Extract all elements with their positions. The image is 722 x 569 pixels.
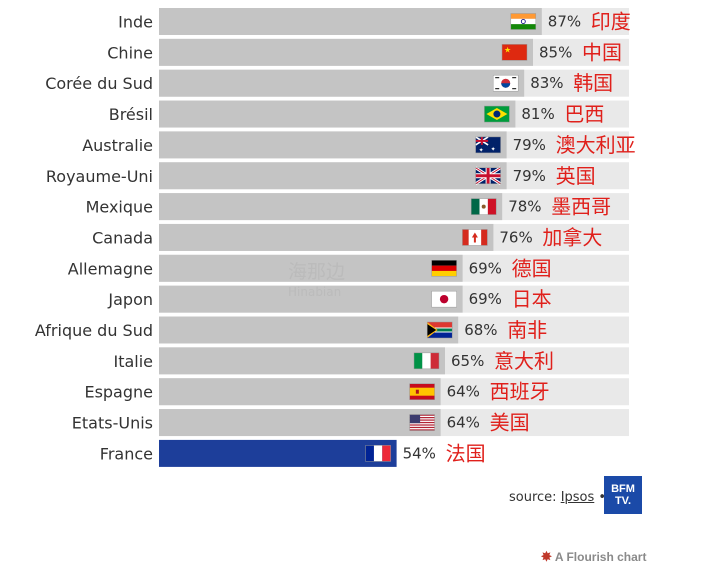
annotation-zh: 意大利 — [494, 349, 554, 373]
watermark-zh: 海那边 — [288, 261, 346, 283]
category-label: Etats-Unis — [72, 414, 153, 433]
usa-flag-icon — [409, 414, 435, 431]
china-flag-icon: ★ — [501, 44, 528, 61]
brazil-flag-icon — [484, 105, 510, 123]
annotation-zh: 中国 — [582, 40, 622, 64]
category-label: Royaume-Uni — [46, 167, 153, 186]
category-label: Italie — [113, 352, 153, 371]
annotation-zh: 韩国 — [573, 71, 613, 95]
bar-allemagne[interactable] — [159, 254, 463, 282]
bar-br-sil[interactable] — [159, 100, 516, 128]
annotation-zh: 加拿大 — [542, 225, 602, 249]
value-label: 69% — [469, 259, 502, 277]
watermark-en: Hinabian — [288, 285, 342, 299]
value-label: 83% — [530, 74, 563, 92]
flourish-icon: ✸ — [541, 549, 552, 564]
annotation-zh: 南非 — [507, 318, 547, 342]
bar-etats-unis[interactable] — [159, 409, 441, 437]
watermark: 海那边 Hinabian — [288, 262, 345, 302]
logo-line-1: BFM — [611, 483, 635, 495]
australia-flag-icon: ✦✦ — [475, 136, 501, 154]
category-label: Japon — [107, 290, 153, 309]
bar-royaume-uni[interactable] — [159, 162, 507, 190]
value-label: 79% — [513, 136, 546, 154]
value-label: 69% — [469, 290, 502, 308]
category-label: Chine — [107, 43, 153, 62]
bar-inde[interactable] — [159, 8, 542, 35]
svg-text:✦: ✦ — [479, 147, 484, 154]
category-label: Espagne — [84, 383, 153, 402]
japan-flag-icon — [431, 290, 457, 308]
category-label: Brésil — [109, 105, 153, 124]
bar-espagne[interactable] — [159, 378, 441, 406]
svg-text:✦: ✦ — [491, 146, 496, 153]
annotation-zh: 西班牙 — [490, 380, 550, 404]
uk-flag-icon — [474, 166, 502, 186]
bfmtv-logo[interactable]: BFM TV. — [604, 476, 642, 514]
bar-canada[interactable] — [159, 223, 494, 251]
france-flag-icon — [365, 445, 391, 462]
value-label: 65% — [451, 352, 484, 370]
bar-mexique[interactable] — [159, 193, 503, 221]
italy-flag-icon — [413, 352, 440, 370]
south-africa-flag-icon — [426, 321, 453, 339]
category-label: Afrique du Sud — [35, 321, 153, 340]
bar-chine[interactable] — [159, 38, 533, 66]
value-label: 85% — [539, 43, 572, 61]
bar-japon[interactable] — [159, 285, 463, 313]
south-korea-flag-icon — [492, 74, 519, 92]
category-label: Canada — [92, 228, 153, 247]
annotation-zh: 日本 — [512, 287, 552, 311]
bar-australie[interactable] — [159, 131, 507, 159]
value-label: 64% — [447, 383, 480, 401]
annotation-zh: 印度 — [591, 10, 631, 34]
flourish-label: A Flourish chart — [554, 550, 647, 564]
value-label: 81% — [521, 105, 554, 123]
category-label: Australie — [82, 136, 153, 155]
value-label: 76% — [499, 228, 532, 246]
canada-flag-icon — [462, 229, 488, 246]
annotation-zh: 巴西 — [564, 102, 604, 126]
annotation-zh: 法国 — [446, 441, 486, 465]
value-label: 54% — [403, 444, 436, 462]
category-label: Corée du Sud — [45, 74, 153, 93]
value-label: 79% — [513, 167, 546, 185]
value-label: 78% — [508, 198, 541, 216]
bar-france[interactable] — [159, 439, 397, 467]
source-prefix: source: — [509, 490, 561, 505]
bar-italie[interactable] — [159, 347, 445, 375]
category-label: Mexique — [86, 198, 153, 217]
bar-chart: Inde 87% 印度 Chine ★ 85% 中国 Corée du Sud 83% 韩国 Bré… — [35, 8, 636, 467]
value-label: 64% — [447, 414, 480, 432]
germany-flag-icon — [431, 260, 457, 277]
source-link[interactable]: Ipsos — [560, 490, 595, 505]
value-label: 87% — [548, 13, 581, 31]
flourish-credit[interactable]: ✸ A Flourish chart — [541, 549, 646, 565]
bar-afrique-du-sud[interactable] — [159, 316, 459, 344]
bar-cor-e-du-sud[interactable] — [159, 69, 525, 97]
annotation-zh: 澳大利亚 — [556, 133, 636, 157]
value-label: 68% — [464, 321, 497, 339]
category-label: Inde — [118, 13, 153, 32]
annotation-zh: 墨西哥 — [551, 195, 611, 219]
spain-flag-icon — [409, 383, 435, 400]
india-flag-icon — [510, 13, 537, 30]
logo-line-2: TV. — [614, 495, 632, 507]
annotation-zh: 美国 — [490, 411, 530, 435]
source-note: source: Ipsos • — [509, 490, 606, 505]
category-label: France — [100, 444, 153, 463]
annotation-zh: 德国 — [512, 256, 552, 280]
svg-text:★: ★ — [504, 45, 511, 54]
annotation-zh: 英国 — [556, 164, 596, 188]
mexico-flag-icon — [470, 198, 497, 215]
category-label: Allemagne — [68, 259, 153, 278]
source-suffix: • — [594, 490, 607, 505]
